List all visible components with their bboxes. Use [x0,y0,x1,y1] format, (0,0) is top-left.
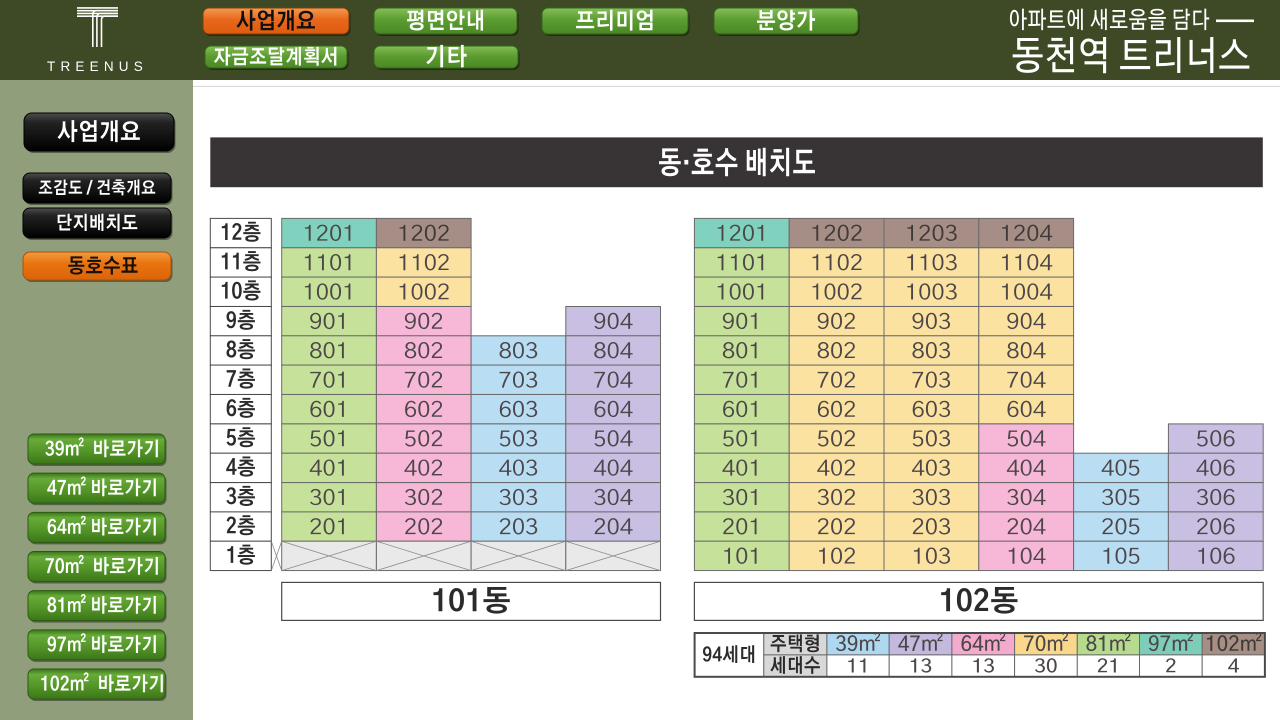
svg-text:TREENUS: TREENUS [47,59,148,74]
